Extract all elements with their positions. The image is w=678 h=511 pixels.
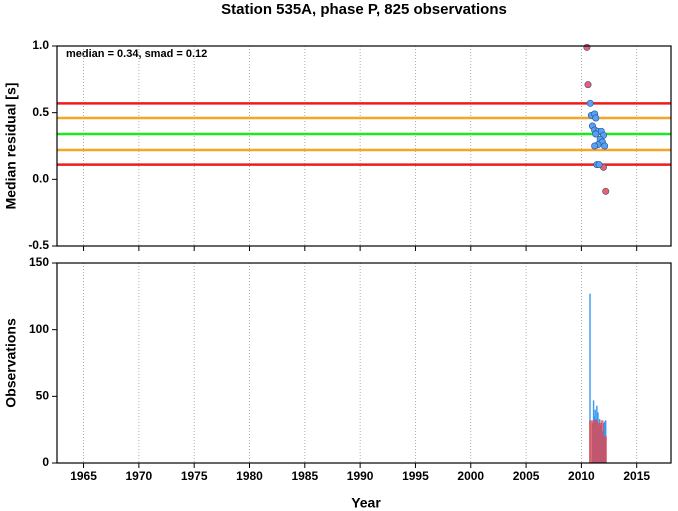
- y-axis-label: Observations: [3, 318, 19, 408]
- point: [592, 130, 600, 138]
- point: [583, 43, 591, 51]
- point: [592, 114, 600, 122]
- x-tick-label: 1975: [181, 469, 208, 483]
- x-tick-label: 2015: [623, 469, 650, 483]
- x-tick-label: 1980: [236, 469, 263, 483]
- y-tick-label: 0.5: [32, 105, 49, 119]
- x-tick-label: 1995: [402, 469, 429, 483]
- y-tick-label: 50: [36, 389, 50, 403]
- point: [595, 161, 603, 169]
- y-tick-label: 0: [42, 455, 49, 469]
- point: [601, 142, 609, 150]
- x-tick-label: 2005: [513, 469, 540, 483]
- histogram-bar: [595, 420, 598, 463]
- point: [584, 81, 592, 89]
- y-tick-label: -0.5: [28, 238, 49, 252]
- x-tick-label: 1970: [126, 469, 153, 483]
- annotation: median = 0.34, smad = 0.12: [66, 48, 207, 60]
- y-tick-label: 0.0: [32, 172, 49, 186]
- point: [591, 142, 599, 150]
- point: [602, 187, 610, 195]
- spike-bar: [589, 293, 591, 463]
- plot-frame: [56, 45, 672, 247]
- histogram-bar: [589, 420, 593, 463]
- x-tick-label: 1985: [291, 469, 318, 483]
- x-axis-label: Year: [351, 495, 381, 511]
- x-tick-label: 2010: [568, 469, 595, 483]
- x-tick-label: 1990: [347, 469, 374, 483]
- y-tick-label: 1.0: [32, 38, 49, 52]
- histogram-bar: [592, 420, 596, 463]
- y-axis-label: Median residual [s]: [3, 83, 19, 210]
- plot-frame: [56, 262, 672, 464]
- y-tick-label: 150: [29, 255, 49, 269]
- chart-title: Station 535A, phase P, 825 observations: [221, 1, 507, 18]
- y-tick-label: 100: [29, 322, 49, 336]
- histogram-bar: [603, 436, 607, 463]
- x-tick-label: 2000: [457, 469, 484, 483]
- histogram-bar: [597, 423, 601, 463]
- x-tick-label: 1965: [70, 469, 97, 483]
- point: [586, 99, 594, 107]
- histogram-bar: [600, 420, 604, 463]
